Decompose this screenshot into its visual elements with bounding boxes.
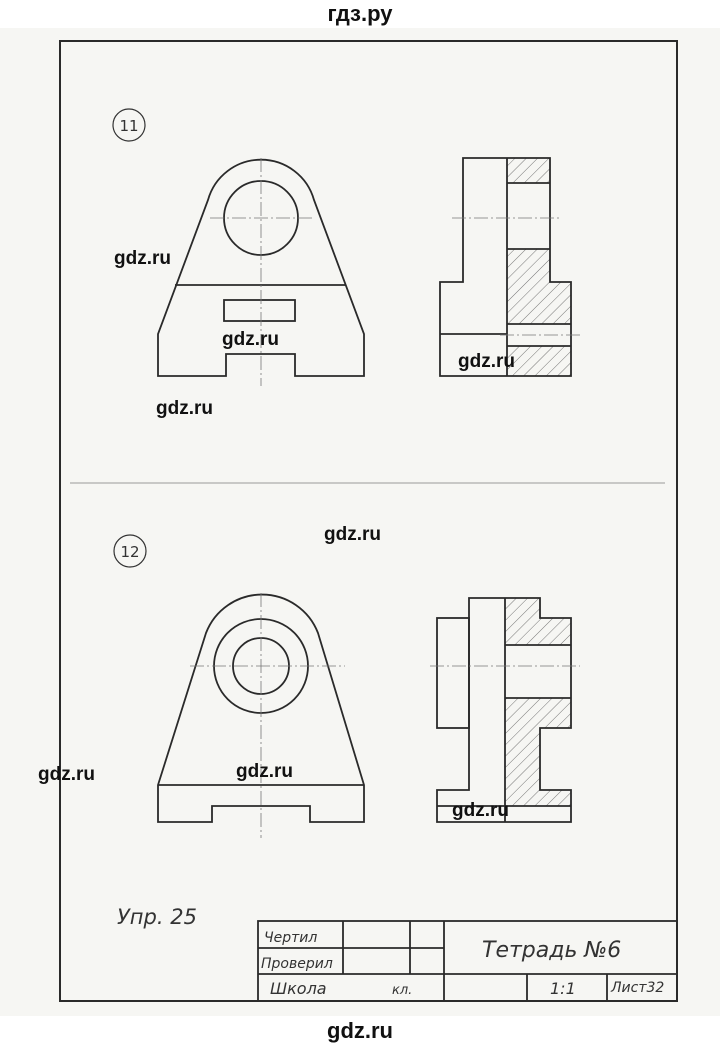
sheet-frame: [59, 40, 678, 1002]
watermark: gdz.ru: [114, 248, 171, 269]
watermark: gdz.ru: [452, 800, 509, 821]
figure-number: 12: [120, 543, 139, 561]
front-view-centerlines: [190, 593, 345, 838]
figure-number-circle: [113, 534, 147, 568]
front-view-centerlines: [210, 158, 312, 386]
notebook-title: Тетрадь №6: [482, 938, 621, 963]
figure-number-circle: [112, 108, 146, 142]
drew-label: Чертил: [264, 930, 317, 946]
scale-value: 1:1: [550, 979, 576, 998]
figure-12: 12: [113, 534, 580, 838]
figure-number: 11: [119, 117, 138, 135]
watermark: gdz.ru: [38, 764, 95, 785]
exercise-label: Упр. 25: [117, 905, 197, 929]
site-footer: gdz.ru: [327, 1018, 393, 1043]
watermark: gdz.ru: [222, 329, 279, 350]
checked-label: Проверил: [261, 956, 333, 972]
watermark: gdz.ru: [156, 398, 213, 419]
site-header: гдз.ру: [327, 1, 393, 26]
figure-11: 11: [112, 108, 580, 386]
watermark: gdz.ru: [236, 761, 293, 782]
class-label: кл.: [392, 983, 412, 998]
watermark: gdz.ru: [458, 351, 515, 372]
watermark: gdz.ru: [324, 524, 381, 545]
school-label: Школа: [270, 979, 327, 998]
section-view: [439, 157, 580, 377]
technical-drawing: 11: [59, 40, 678, 1002]
drawing-sheet: 11: [0, 28, 720, 1016]
section-view: [430, 597, 580, 823]
title-block: [257, 920, 678, 1002]
sheet-number: Лист32: [610, 980, 664, 996]
